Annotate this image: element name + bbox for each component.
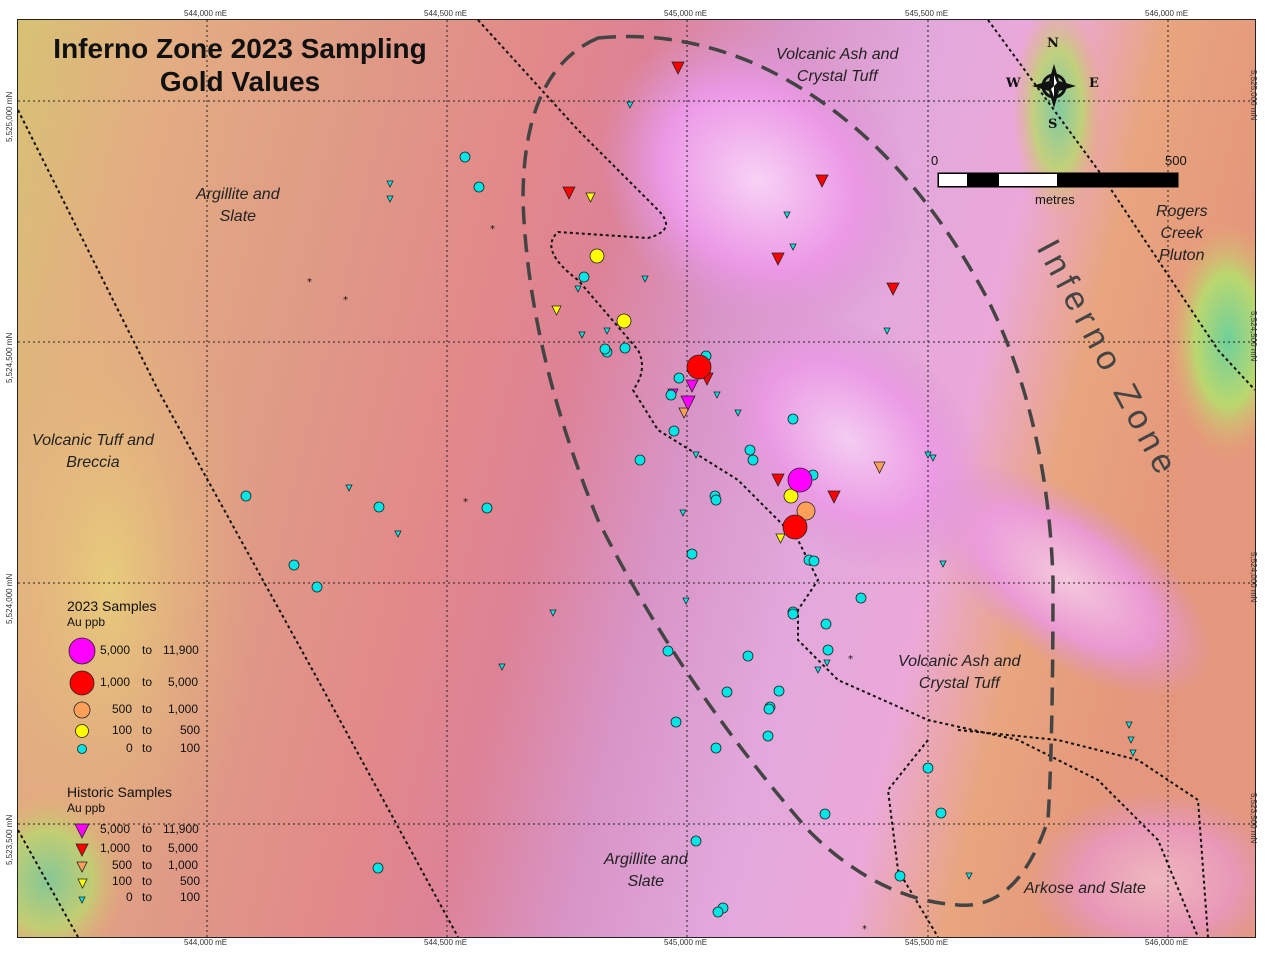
scale-bar [937, 172, 1179, 188]
easting-label-top: 544,500 mE [424, 9, 468, 18]
samples-2023 [240, 151, 947, 918]
north-arrow-w: W [1006, 76, 1021, 91]
map-title: Inferno Zone 2023 Sampling Gold Values [40, 32, 440, 98]
legend-from: 1,000 [100, 675, 131, 689]
legend-historic-subtitle: Au ppb [67, 801, 106, 815]
legend-to-word: to [142, 858, 153, 872]
legend-2023-title: 2023 Samples [67, 598, 157, 614]
legend-to-word: to [142, 702, 153, 716]
northing-label-right: 5,525,000 mN [1249, 70, 1258, 121]
legend-to-word: to [142, 890, 153, 904]
northing-label-right: 5,524,000 mN [1249, 552, 1258, 603]
geology-label-argillite-south: Argillite and Slate [604, 851, 688, 890]
easting-label-top: 544,000 mE [184, 9, 228, 18]
legend-to: 5,000 [168, 675, 199, 689]
easting-label-top: 545,500 mE [905, 9, 949, 18]
easting-label-bottom: 545,000 mE [664, 938, 708, 947]
legend-historic-title: Historic Samples [67, 784, 173, 800]
svg-text:*: * [343, 295, 348, 306]
legend-to: 1,000 [168, 858, 199, 872]
easting-label-top: 546,000 mE [1145, 9, 1189, 18]
easting-label-bottom: 546,000 mE [1145, 938, 1189, 947]
legend-from: 100 [112, 723, 133, 737]
legend-to: 11,900 [163, 643, 199, 657]
svg-text:*: * [490, 224, 495, 235]
northing-label-right: 5,523,500 mN [1249, 793, 1258, 844]
map-grid [18, 20, 1255, 937]
northing-label-left: 5,524,000 mN [5, 573, 14, 624]
map-frame: * * * * * * [17, 19, 1256, 938]
legend-to-word: to [142, 841, 153, 855]
legend-to: 5,000 [168, 841, 199, 855]
map-title-line2: Gold Values [159, 66, 321, 97]
northing-label-right: 5,524,500 mN [1249, 311, 1258, 362]
legend-to-word: to [142, 643, 153, 657]
easting-label-bottom: 544,000 mE [184, 938, 228, 947]
legend-to-word: to [142, 874, 153, 888]
svg-text:*: * [463, 497, 468, 508]
svg-text:*: * [848, 654, 853, 665]
north-arrow-e: E [1089, 76, 1099, 91]
legend-from: 100 [112, 874, 133, 888]
historic-samples [345, 61, 1137, 880]
easting-label-bottom: 544,500 mE [424, 938, 468, 947]
geology-label-volcanic-tuff-breccia: Volcanic Tuff and Breccia [32, 432, 154, 471]
north-arrow-n: N [1047, 36, 1059, 51]
geology-label-arkose-slate: Arkose and Slate [1024, 880, 1146, 897]
map-canvas: * * * * * * [18, 20, 1255, 937]
geology-label-argillite-nw: Argillite and Slate [196, 186, 280, 225]
legend-to: 100 [180, 890, 201, 904]
northing-label-left: 5,524,500 mN [5, 332, 14, 383]
geology-label-volcanic-ash-east: Volcanic Ash and Crystal Tuff [898, 653, 1021, 692]
northing-label-left: 5,523,500 mN [5, 814, 14, 865]
legend-from: 0 [126, 741, 133, 755]
legend-from: 5,000 [100, 822, 131, 836]
easting-label-top: 545,000 mE [664, 9, 708, 18]
north-arrow-icon [1032, 64, 1076, 108]
legend-to-word: to [142, 741, 153, 755]
scale-bar-start: 0 [931, 153, 939, 168]
legend-from: 500 [112, 858, 133, 872]
map-title-line1: Inferno Zone 2023 Sampling [53, 33, 427, 64]
legend-to-word: to [142, 675, 153, 689]
legend-to: 11,900 [163, 822, 199, 836]
north-arrow-s: S [1048, 117, 1058, 132]
geological-contacts [18, 20, 1255, 937]
legend-to-word: to [142, 723, 153, 737]
legend-symbols-historic [74, 823, 90, 904]
legend-to: 100 [180, 741, 201, 755]
scale-bar-end: 500 [1165, 153, 1187, 168]
legend-from: 5,000 [100, 643, 131, 657]
legend-to: 500 [180, 874, 201, 888]
inferno-zone-outline [521, 34, 1055, 907]
legend-from: 0 [126, 890, 133, 904]
point-markers: * * * * * * [307, 224, 867, 935]
legend-2023-subtitle: Au ppb [67, 615, 106, 629]
legend-to: 1,000 [168, 702, 199, 716]
legend-symbols-2023 [68, 637, 96, 754]
geology-label-rogers-creek: Rogers Creek Pluton [1156, 203, 1208, 264]
svg-text:*: * [862, 924, 867, 935]
northing-label-left: 5,525,000 mN [5, 91, 14, 142]
scale-bar-unit: metres [1035, 192, 1075, 207]
legend-to: 500 [180, 723, 201, 737]
easting-label-bottom: 545,500 mE [905, 938, 949, 947]
legend-to-word: to [142, 822, 153, 836]
legend-from: 1,000 [100, 841, 131, 855]
legend-from: 500 [112, 702, 133, 716]
geology-label-volcanic-ash-north: Volcanic Ash and Crystal Tuff [776, 46, 899, 85]
svg-text:*: * [307, 277, 312, 288]
